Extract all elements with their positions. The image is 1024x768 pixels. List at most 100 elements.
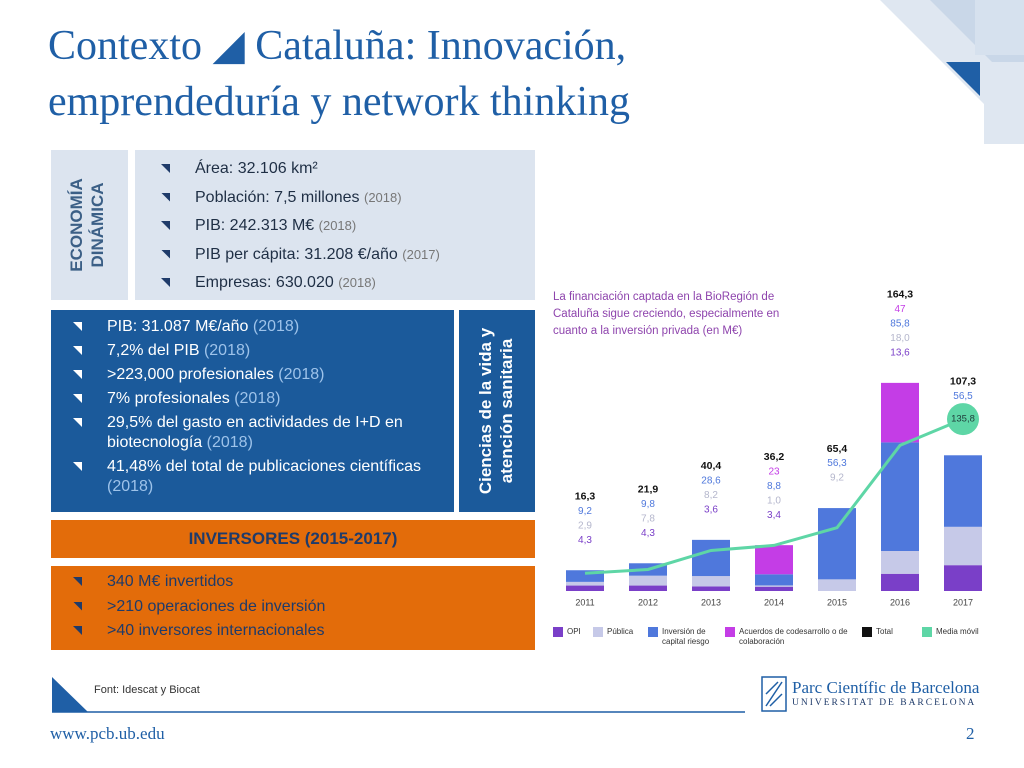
x-tick-label: 2014 (764, 597, 784, 607)
total-label: 107,3 (950, 376, 976, 388)
value-label: 13,6 (890, 348, 910, 359)
total-label: 16,3 (575, 491, 596, 503)
sector-label: Ciencias de la vida y atención sanitaria (475, 318, 517, 504)
url: www.pcb.ub.edu (50, 724, 165, 743)
bar-segment (944, 565, 982, 591)
bullet-note: (2018) (203, 342, 251, 359)
legend-label: Inversión de capital riesgo (662, 627, 710, 646)
economia-label: ECONOMÍA DINÁMICA (66, 163, 108, 287)
bullet-marker (73, 601, 82, 611)
source: Font: Idescat y Biocat (94, 684, 200, 696)
value-label: 3,4 (767, 510, 781, 521)
legend-label: Acuerdos de codesarrollo o de colaboraci… (739, 627, 848, 646)
label-line: DINÁMICA (88, 182, 107, 268)
total-label: 36,2 (764, 451, 785, 463)
bullet-text: PIB per cápita: 31.208 €/año (195, 245, 398, 263)
bullet-item: PIB: 31.087 M€/año (2018) (59, 317, 444, 337)
bullet-item: 29,5% del gasto en actividades de I+D en… (59, 413, 444, 453)
bullet-marker (73, 626, 82, 635)
legend-swatch (922, 627, 932, 637)
total-label: 164,3 (887, 289, 913, 301)
bullet-marker (73, 577, 82, 586)
value-label: 9,2 (578, 506, 592, 517)
bullet-marker (161, 249, 170, 259)
bullet-item: Empresas: 630.020 (2018) (147, 273, 440, 293)
bullet-text: PIB: 31.087 M€/año (107, 318, 249, 335)
economia-list: Área: 32.106 km² Población: 7,5 millones … (147, 159, 440, 302)
economia-label-box: ECONOMÍA DINÁMICA (51, 150, 128, 300)
bullet-item: >40 inversores internacionales (59, 621, 325, 641)
bar-segment (881, 382, 919, 443)
value-label: 2,9 (578, 520, 592, 531)
label-line: Ciencias de la vida y (476, 327, 495, 495)
bullet-marker (73, 322, 82, 331)
x-tick-label: 2015 (827, 597, 847, 607)
value-label: 8,2 (704, 490, 718, 501)
bullet-marker (161, 221, 170, 230)
total-label: 65,4 (827, 443, 848, 455)
bullet-marker (161, 192, 170, 202)
legend-label: Total (876, 627, 893, 636)
value-label: 85,8 (890, 319, 910, 330)
bar-segment (944, 455, 982, 527)
x-tick-label: 2017 (953, 597, 973, 607)
line-point (947, 403, 979, 436)
legend-label: Media móvil (936, 627, 979, 636)
legend-swatch (553, 627, 563, 637)
title-line: emprendeduría y network thinking (48, 79, 631, 125)
inversores-box: 340 M€ invertidos >210 operaciones de inv… (51, 566, 535, 650)
bullet-note: (2018) (318, 218, 357, 233)
bullet-note: (2018) (278, 366, 325, 383)
bar-segment (818, 508, 856, 580)
value-label: 8,8 (767, 481, 781, 492)
bullet-marker (161, 278, 170, 287)
economia-box: Área: 32.106 km² Población: 7,5 millones … (135, 150, 535, 300)
legend-item: Pública (593, 627, 643, 637)
bullet-item: >210 operaciones de inversión (59, 597, 325, 617)
bar-segment (755, 574, 793, 586)
bar-segment (692, 539, 730, 577)
bar-segment (629, 575, 667, 586)
value-label: 47 (894, 304, 906, 315)
bullet-text: Área: 32.106 km² (195, 160, 318, 177)
legend-item: Media móvil (922, 627, 1002, 637)
bullet-text: 41,48% del total de publicaciones cientí… (107, 458, 421, 475)
bar-segment (692, 586, 730, 591)
bullet-marker (73, 462, 82, 471)
value-label: 56,5 (953, 391, 973, 402)
legend-label: Pública (607, 627, 634, 636)
legend-item: Inversión de capital riesgo (648, 627, 720, 647)
value-label: 28,6 (701, 475, 721, 486)
value-label: 9,8 (641, 499, 655, 510)
bullet-text: >223,000 profesionales (107, 366, 274, 383)
value-label: 4,3 (641, 528, 655, 539)
chart-title: La financiación captada en la BioRegión … (553, 291, 780, 337)
bullet-note: (2018) (234, 390, 281, 407)
page-number: 2 (966, 724, 975, 743)
bar-segment (944, 526, 982, 566)
label-line: ECONOMÍA (67, 178, 86, 272)
bar-segment (566, 581, 604, 586)
bullet-text: >210 operaciones de inversión (107, 597, 326, 615)
bullet-note: (2018) (252, 318, 300, 335)
bullet-item: 340 M€ invertidos (59, 572, 325, 592)
legend-swatch (725, 627, 735, 637)
bullet-text: >40 inversores internacionales (107, 622, 325, 639)
x-tick-label: 2013 (701, 597, 721, 607)
inversores-list: 340 M€ invertidos >210 operaciones de inv… (59, 572, 325, 646)
bullet-note: (2018) (206, 434, 253, 451)
bullet-text: 7,2% del PIB (107, 342, 200, 359)
bar-segment (755, 585, 793, 587)
bullet-marker (73, 370, 82, 379)
bullet-text: Empresas: 630.020 (195, 274, 334, 291)
bullet-item: Área: 32.106 km² (147, 159, 440, 179)
bullet-marker (73, 394, 82, 403)
value-label: 7,8 (641, 513, 655, 524)
logo-name: Parc Científic de Barcelona (792, 678, 980, 697)
value-label: 23 (768, 466, 780, 477)
sector-box: PIB: 31.087 M€/año (2018) 7,2% del PIB (2… (51, 310, 454, 512)
bullet-marker (73, 346, 82, 355)
bullet-marker (161, 164, 170, 173)
title-line: Contexto ◢ Cataluña: Innovación, (48, 23, 627, 69)
